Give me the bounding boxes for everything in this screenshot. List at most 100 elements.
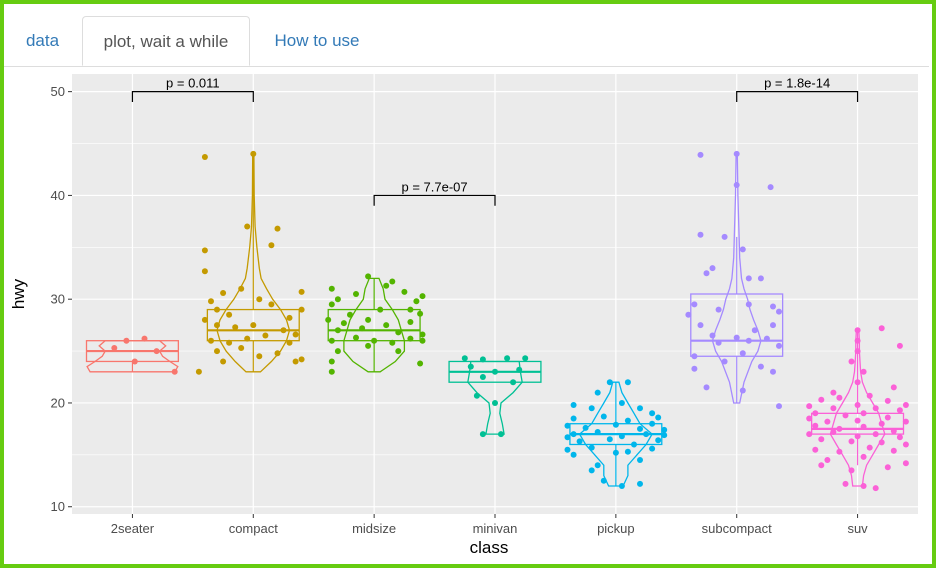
data-point [195,368,202,375]
data-point [733,150,740,157]
data-point [721,358,728,365]
data-point [606,436,613,443]
data-point [419,337,426,344]
group-compact [195,150,305,375]
data-point [890,447,897,454]
data-point [812,410,819,417]
y-tick-label: 20 [51,395,65,410]
x-tick-label: pickup [597,521,635,536]
data-point [564,446,571,453]
tab-plot[interactable]: plot, wait a while [82,16,250,66]
data-point [498,431,504,438]
p-value-label: p = 0.011 [166,76,220,91]
data-point [884,397,891,404]
data-point [830,405,837,412]
y-tick-label: 30 [51,292,65,307]
group-pickup [564,379,668,489]
data-point [407,319,414,325]
data-point [618,483,625,489]
data-point [624,448,631,455]
comparison-bracket: p = 7.7e-07 [373,179,496,206]
data-point [884,414,891,421]
data-point [902,460,909,467]
data-point [902,418,909,425]
data-point [860,483,867,489]
data-point [292,331,299,338]
y-tick-label: 40 [51,188,65,203]
data-point [417,310,424,317]
data-point [510,379,517,386]
data-point [715,339,722,346]
data-point [328,368,335,375]
data-point [328,285,335,292]
data-point [334,296,341,303]
data-point [419,331,426,338]
data-point [697,322,704,329]
data-point [365,316,372,323]
x-tick-label: compact [229,521,279,536]
data-point [570,402,577,408]
data-point [564,422,571,429]
data-point [848,438,855,445]
data-point [232,324,239,331]
data-point [661,432,668,439]
tab-how-to-use[interactable]: How to use [274,31,360,50]
data-point [298,356,305,363]
data-point [419,293,426,300]
data-point [655,414,662,421]
axes: 10 20 30 40 50 2seater compact midsize minivan pi… [51,84,869,536]
grid [72,74,918,514]
x-tick-label: suv [847,521,868,536]
data-point [201,154,208,160]
data-point [745,301,752,308]
tab-data[interactable]: data [25,31,60,50]
data-point [691,301,698,308]
bracket-line [736,91,859,103]
data-point [588,444,595,451]
data-point [818,396,825,403]
data-point [872,431,879,438]
data-point [389,278,396,285]
data-point [685,311,692,318]
data-point [353,291,359,297]
data-point [836,448,843,455]
data-point [359,325,366,332]
data-point [612,449,619,456]
data-point [292,358,299,365]
data-point [618,400,625,406]
data-point [153,348,160,355]
data-point [643,431,650,438]
data-point [570,451,577,458]
data-point [479,356,486,363]
bracket-line [373,194,496,206]
data-point [111,345,118,351]
data-point [201,268,208,275]
data-point [878,420,885,427]
data-point [739,350,746,357]
data-point [842,480,849,487]
data-point [637,480,643,487]
data-point [473,392,480,399]
group-subcompact [685,150,784,410]
data-point [848,358,855,365]
data-point [576,438,583,445]
data-point [884,464,891,471]
data-point [703,384,710,391]
x-tick-label: midsize [352,521,396,536]
data-point [365,342,372,349]
data-point [860,410,867,417]
data-point [776,342,782,349]
data-point [890,384,897,391]
data-point [878,325,885,332]
bracket-line [131,91,254,103]
data-point [770,368,776,375]
data-point [830,389,837,396]
data-point [902,441,909,448]
data-point [250,322,257,329]
data-point [890,428,897,434]
y-axis-title: hwy [9,278,28,309]
data-point [818,462,825,469]
data-point [238,345,245,351]
data-point [298,288,305,295]
data-point [896,434,903,441]
